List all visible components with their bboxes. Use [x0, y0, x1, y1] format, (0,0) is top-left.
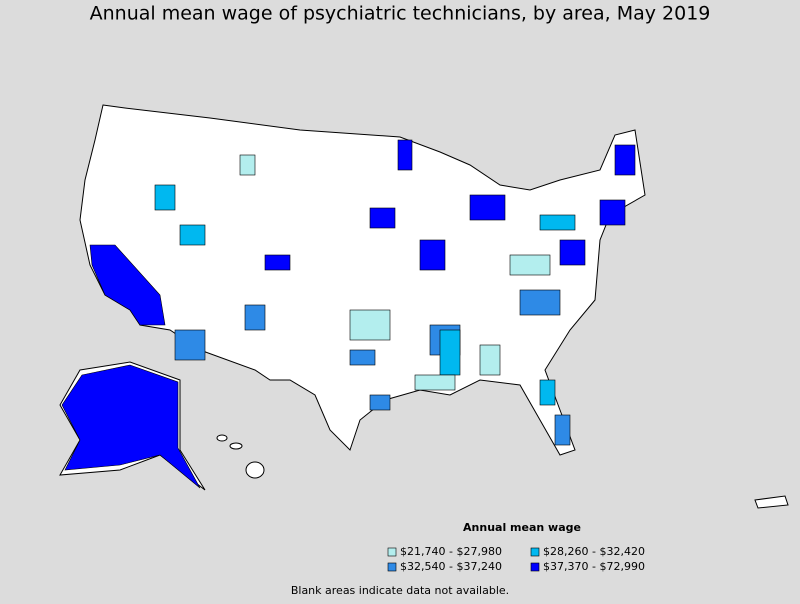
- wage-area: [244, 304, 266, 331]
- wage-area: [239, 154, 256, 176]
- wage-area: [559, 239, 586, 266]
- legend-swatch: [530, 547, 540, 557]
- puerto-rico: [754, 495, 789, 509]
- wage-area: [599, 199, 626, 226]
- wage-area: [539, 379, 556, 406]
- footnote: Blank areas indicate data not available.: [291, 584, 509, 597]
- wage-area: [179, 224, 206, 246]
- legend: Annual mean wage $21,740 - $27,980 $28,26…: [387, 521, 645, 573]
- legend-label: $32,540 - $37,240: [400, 560, 502, 573]
- legend-swatch: [530, 562, 540, 572]
- wage-area: [479, 344, 501, 376]
- wage-area: [554, 414, 571, 446]
- wage-area: [614, 144, 636, 176]
- legend-label: $28,260 - $32,420: [543, 545, 645, 558]
- contiguous-us: [79, 104, 646, 456]
- wage-area: [519, 289, 561, 316]
- wage-area: [349, 349, 376, 366]
- map: [59, 104, 789, 509]
- legend-title: Annual mean wage: [463, 521, 581, 534]
- legend-swatch: [387, 547, 397, 557]
- wage-area: [349, 309, 391, 341]
- hawaii: [216, 434, 265, 479]
- wage-area: [439, 329, 461, 376]
- wage-area: [509, 254, 551, 276]
- wage-area: [369, 394, 391, 411]
- wage-area: [174, 329, 206, 361]
- wage-area: [61, 364, 201, 489]
- wage-area: [419, 239, 446, 271]
- wage-area: [397, 139, 413, 171]
- wage-area: [264, 254, 291, 271]
- wage-area: [469, 194, 506, 221]
- legend-label: $21,740 - $27,980: [400, 545, 502, 558]
- wage-area: [154, 184, 176, 211]
- wage-area: [89, 244, 166, 326]
- map-title: Annual mean wage of psychiatric technici…: [90, 3, 711, 25]
- wage-area: [369, 207, 396, 229]
- wage-areas: [61, 139, 636, 489]
- legend-label: $37,370 - $72,990: [543, 560, 645, 573]
- wage-area: [414, 374, 456, 391]
- legend-swatch: [387, 562, 397, 572]
- wage-area: [539, 214, 576, 231]
